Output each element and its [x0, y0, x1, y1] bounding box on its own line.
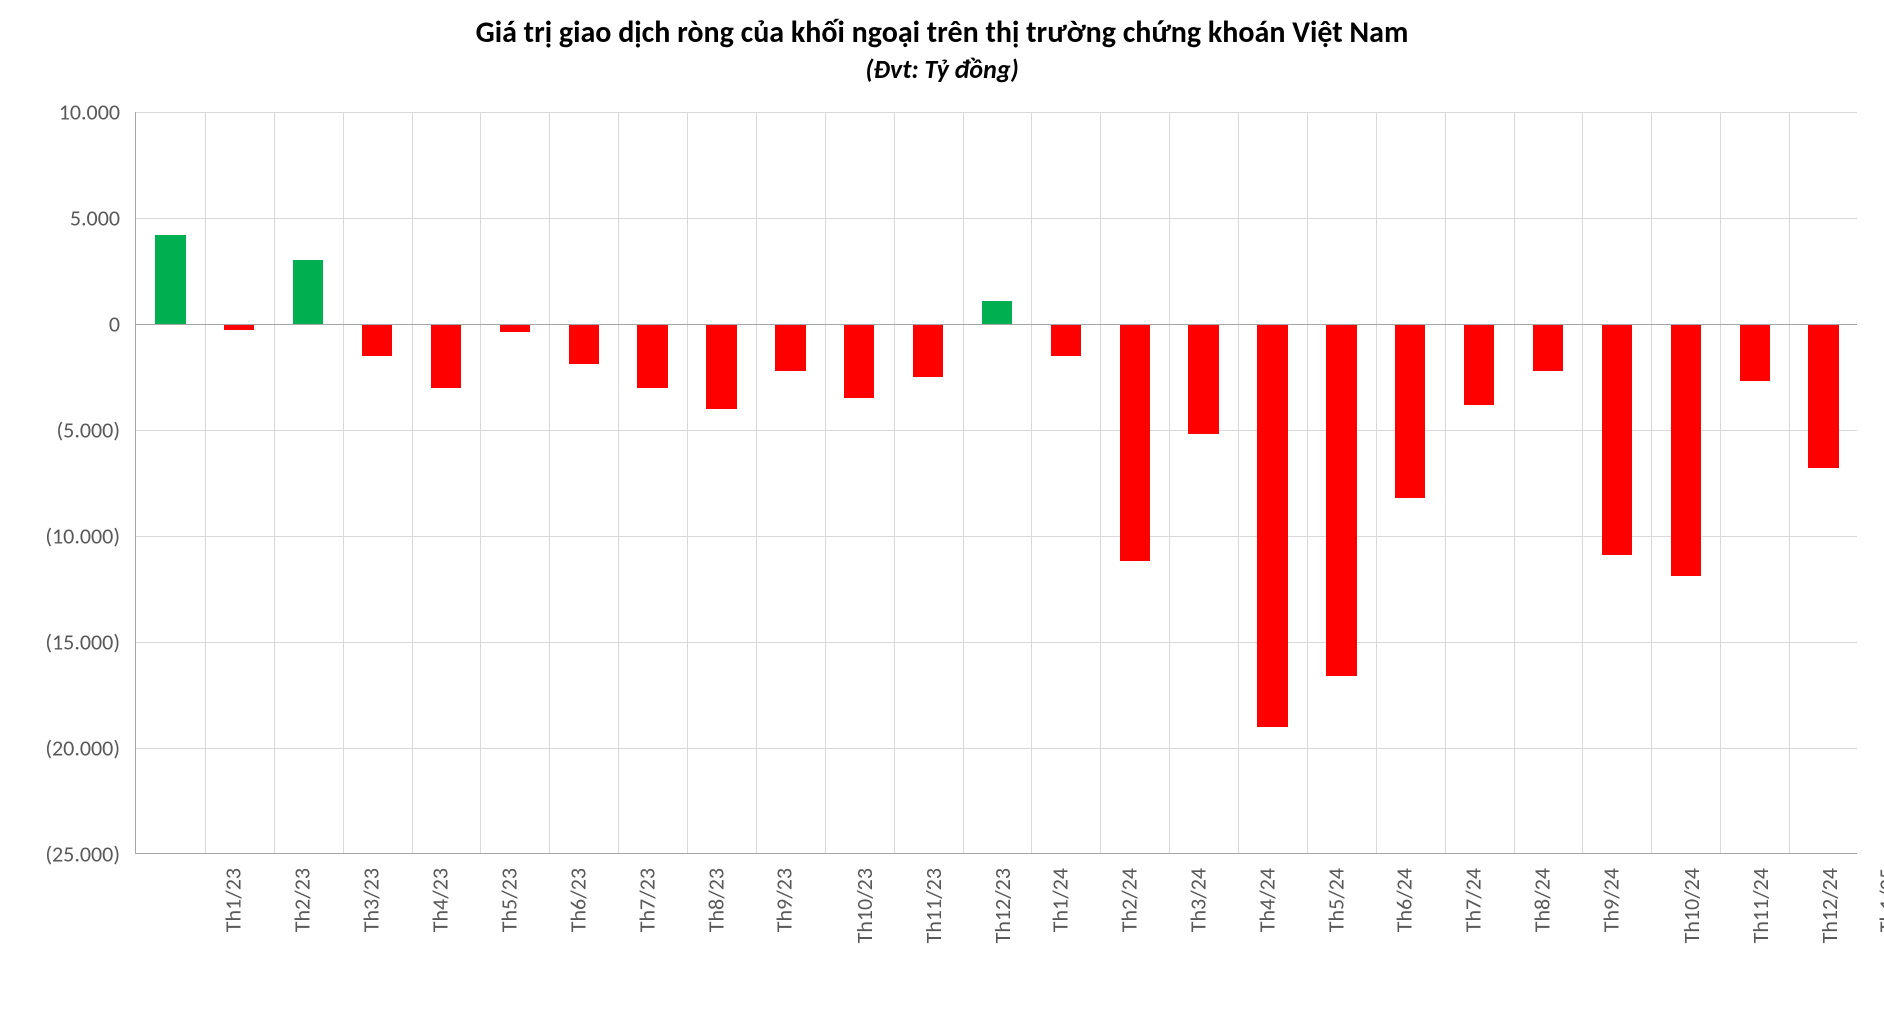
- x-tick-label: Th7/24: [1460, 868, 1487, 932]
- x-tick-label: Th8/23: [702, 868, 729, 932]
- zero-line: [136, 324, 1857, 325]
- y-tick-label: 5.000: [70, 205, 120, 232]
- bar: [1051, 324, 1081, 356]
- bar: [293, 260, 323, 324]
- x-tick-label: Th6/23: [565, 868, 592, 932]
- y-tick-label: 0: [109, 311, 120, 338]
- bar: [431, 324, 461, 388]
- x-tick-label: Th5/23: [496, 868, 523, 932]
- x-tick-label: Th9/23: [771, 868, 798, 932]
- x-tick-label: Th9/24: [1598, 868, 1625, 932]
- bar: [1464, 324, 1494, 405]
- plot-area: [135, 112, 1857, 854]
- x-axis-labels: Th1/23 Th2/23 Th3/23 Th4/23 Th5/23 Th6/23 Th7/…: [135, 862, 1857, 1012]
- x-tick-label: Th10/23: [851, 868, 878, 943]
- bar: [569, 324, 599, 364]
- y-tick-label: (10.000): [45, 523, 120, 550]
- bar: [844, 324, 874, 398]
- x-tick-label: Th6/24: [1391, 868, 1418, 932]
- bar: [500, 324, 530, 332]
- bar: [1326, 324, 1356, 676]
- chart-title: Giá trị giao dịch ròng của khối ngoại tr…: [0, 14, 1884, 51]
- x-tick-label: Th10/24: [1678, 868, 1705, 943]
- bar: [1602, 324, 1632, 555]
- bar: [913, 324, 943, 377]
- y-tick-label: (15.000): [45, 629, 120, 656]
- bar: [1257, 324, 1287, 727]
- chart-subtitle: (Đvt: Tỷ đồng): [0, 53, 1884, 85]
- x-tick-label: Th1/25: [1873, 868, 1884, 932]
- bar: [1120, 324, 1150, 561]
- x-tick-label: Th2/24: [1116, 868, 1143, 932]
- x-tick-label: Th11/24: [1747, 868, 1774, 943]
- x-tick-label: Th1/23: [220, 868, 247, 932]
- bar: [1188, 324, 1218, 434]
- chart-container: Giá trị giao dịch ròng của khối ngoại tr…: [0, 0, 1884, 1014]
- plot-background: [135, 112, 1857, 854]
- x-tick-label: Th3/23: [358, 868, 385, 932]
- x-tick-label: Th12/23: [989, 868, 1016, 943]
- x-tick-label: Th1/24: [1047, 868, 1074, 932]
- bar: [775, 324, 805, 371]
- x-tick-label: Th12/24: [1816, 868, 1843, 943]
- bar: [1671, 324, 1701, 576]
- y-tick-label: 10.000: [59, 99, 120, 126]
- bar: [982, 301, 1012, 324]
- y-axis-labels: 10.0005.0000(5.000)(10.000)(15.000)(20.0…: [20, 112, 128, 854]
- bar: [637, 324, 667, 388]
- bar: [155, 235, 185, 324]
- x-tick-label: Th5/24: [1322, 868, 1349, 932]
- y-tick-label: (20.000): [45, 735, 120, 762]
- bar: [362, 324, 392, 356]
- x-tick-label: Th7/23: [633, 868, 660, 932]
- title-block: Giá trị giao dịch ròng của khối ngoại tr…: [0, 0, 1884, 85]
- bar: [1395, 324, 1425, 498]
- y-tick-label: (5.000): [57, 417, 121, 444]
- x-tick-label: Th8/24: [1529, 868, 1556, 932]
- y-tick-label: (25.000): [45, 841, 120, 868]
- x-tick-label: Th3/24: [1184, 868, 1211, 932]
- x-tick-label: Th4/23: [427, 868, 454, 932]
- x-tick-label: Th2/23: [289, 868, 316, 932]
- bar: [1740, 324, 1770, 381]
- bar: [1808, 324, 1838, 468]
- bar: [706, 324, 736, 409]
- x-tick-label: Th11/23: [920, 868, 947, 943]
- x-tick-label: Th4/24: [1253, 868, 1280, 932]
- bar: [1533, 324, 1563, 371]
- bars-layer: [136, 112, 1857, 853]
